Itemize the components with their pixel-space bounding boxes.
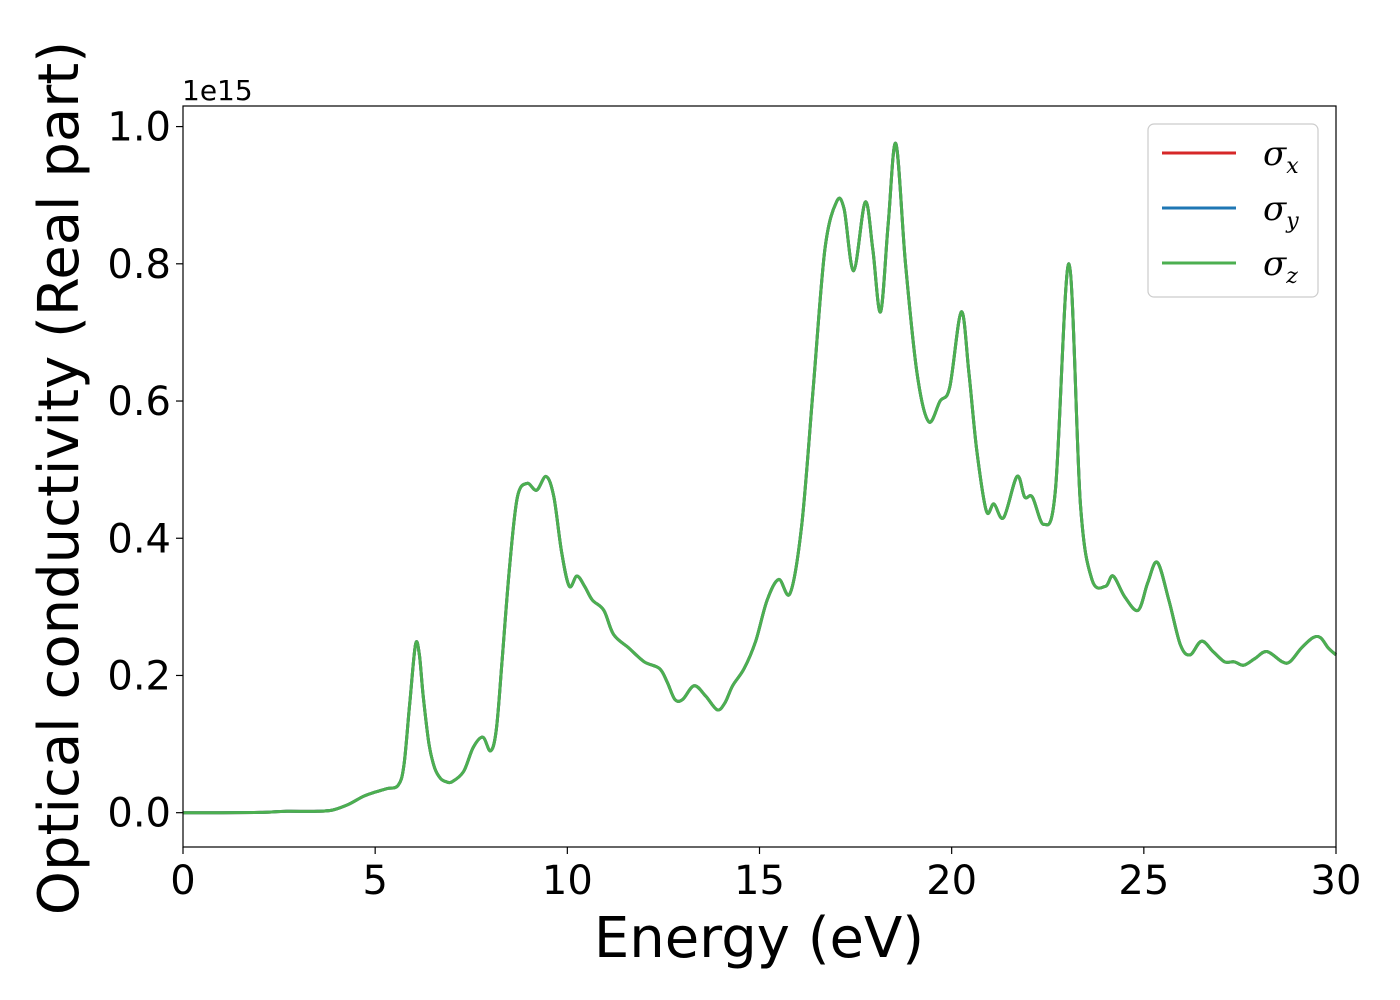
x-tick-label: 5: [362, 858, 387, 904]
y-tick-label: 0.0: [107, 791, 171, 837]
legend-label-x: σx: [1263, 134, 1299, 179]
y-tick-label: 0.4: [107, 516, 171, 562]
y-axis-label: Optical conductivity (Real part): [27, 41, 92, 915]
legend-label-y: σy: [1263, 189, 1299, 234]
series-line-z: [182, 142, 1338, 815]
x-tick-label: 20: [926, 858, 977, 904]
x-tick-label: 30: [1311, 858, 1362, 904]
x-tick-label: 25: [1118, 858, 1169, 904]
x-axis-label: Energy (eV): [594, 906, 924, 971]
x-axis-ticks: 0 5 10 15 20 25 30: [170, 847, 1361, 904]
y-offset-text: 1e15: [182, 74, 253, 107]
x-tick-label: 10: [542, 858, 593, 904]
legend-box: [1147, 123, 1319, 298]
y-tick-label: 1.0: [107, 105, 171, 151]
x-tick-label: 0: [170, 858, 195, 904]
legend-label-z: σz: [1263, 244, 1298, 289]
y-axis-ticks: 0.0 0.2 0.4 0.6 0.8 1.0: [107, 105, 183, 837]
legend: σx σy σz: [1147, 123, 1319, 298]
x-tick-label: 15: [734, 858, 785, 904]
y-tick-label: 0.2: [107, 653, 171, 699]
y-tick-label: 0.8: [107, 242, 171, 288]
plot-area: [183, 106, 1336, 847]
series-layer: [182, 142, 1338, 815]
y-tick-label: 0.6: [107, 379, 171, 425]
